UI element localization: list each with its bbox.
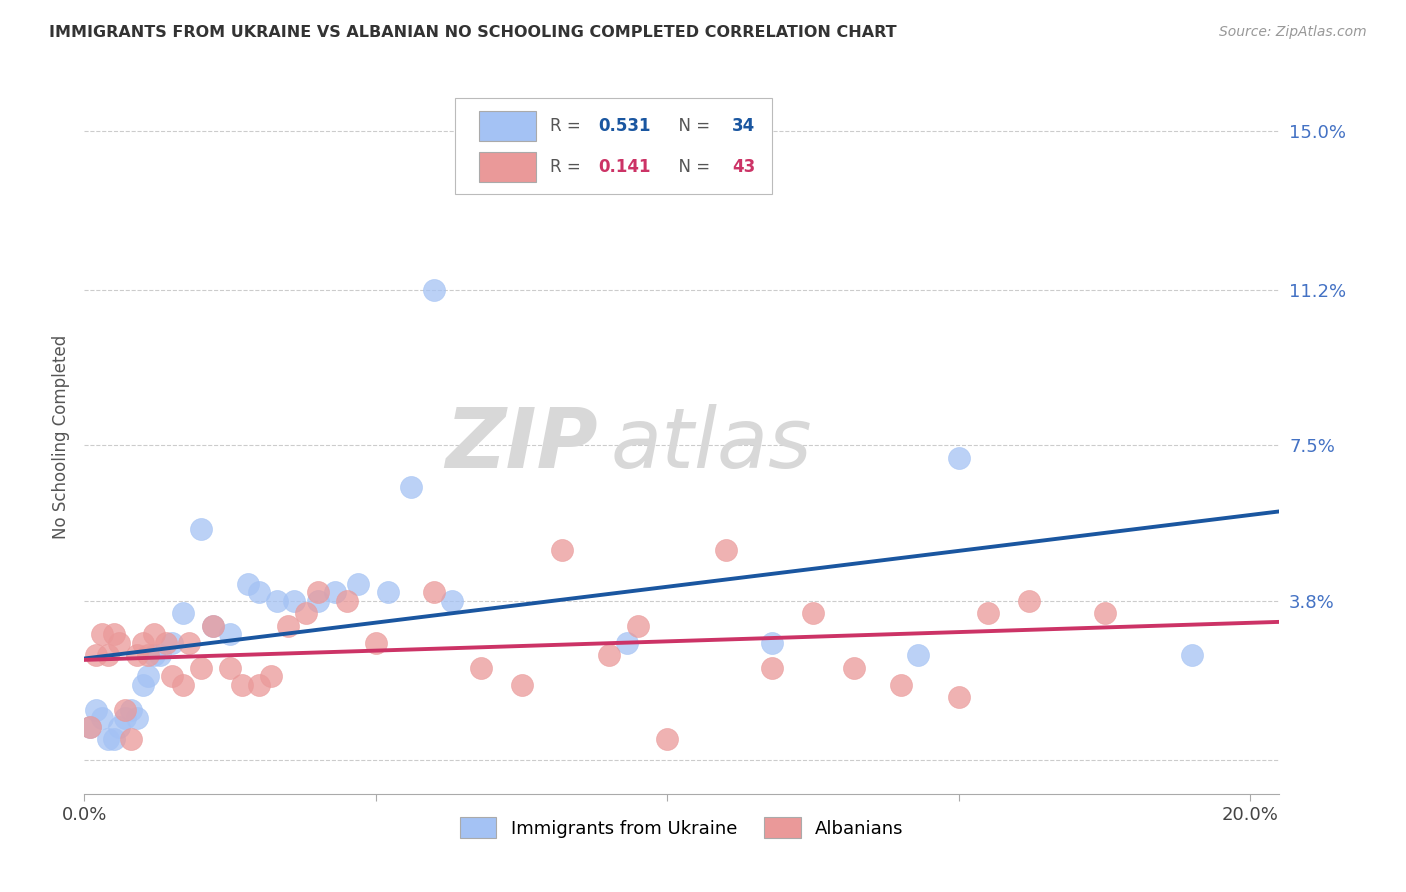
Point bbox=[90, 711, 112, 725]
Point bbox=[1181, 648, 1204, 663]
Point bbox=[761, 661, 783, 675]
Point bbox=[948, 451, 970, 466]
Text: atlas: atlas bbox=[610, 404, 811, 484]
Point bbox=[90, 627, 112, 641]
Point bbox=[283, 594, 305, 608]
Point bbox=[423, 585, 446, 599]
Point bbox=[440, 594, 463, 608]
Point bbox=[1094, 607, 1116, 621]
Point bbox=[79, 720, 101, 734]
Point bbox=[247, 678, 270, 692]
Point bbox=[108, 636, 131, 650]
Point bbox=[277, 619, 299, 633]
Point bbox=[260, 669, 283, 683]
Point bbox=[364, 636, 387, 650]
Point bbox=[889, 678, 911, 692]
Point bbox=[108, 720, 131, 734]
Text: 43: 43 bbox=[733, 158, 755, 176]
Text: N =: N = bbox=[668, 117, 714, 135]
Point bbox=[323, 585, 346, 599]
Point bbox=[131, 636, 153, 650]
Point bbox=[236, 577, 259, 591]
Point bbox=[79, 720, 101, 734]
Point bbox=[761, 636, 783, 650]
Point bbox=[201, 619, 224, 633]
Point bbox=[103, 732, 125, 747]
Text: IMMIGRANTS FROM UKRAINE VS ALBANIAN NO SCHOOLING COMPLETED CORRELATION CHART: IMMIGRANTS FROM UKRAINE VS ALBANIAN NO S… bbox=[49, 25, 897, 40]
Point bbox=[149, 648, 172, 663]
Point bbox=[266, 594, 288, 608]
Text: R =: R = bbox=[551, 117, 586, 135]
Point bbox=[201, 619, 224, 633]
Point bbox=[172, 607, 194, 621]
Text: 0.531: 0.531 bbox=[599, 117, 651, 135]
Point bbox=[714, 543, 737, 558]
Point bbox=[423, 283, 446, 297]
Point bbox=[114, 711, 136, 725]
Point bbox=[143, 627, 166, 641]
Text: 34: 34 bbox=[733, 117, 755, 135]
Point bbox=[219, 661, 242, 675]
Text: ZIP: ZIP bbox=[446, 404, 599, 484]
Bar bbox=[479, 111, 536, 141]
Point bbox=[510, 678, 533, 692]
Point bbox=[551, 543, 574, 558]
Point bbox=[138, 669, 160, 683]
Point bbox=[399, 480, 422, 494]
Point bbox=[801, 607, 824, 621]
Point bbox=[179, 636, 201, 650]
Text: Source: ZipAtlas.com: Source: ZipAtlas.com bbox=[1219, 25, 1367, 39]
Text: N =: N = bbox=[668, 158, 714, 176]
Point bbox=[627, 619, 650, 633]
Point bbox=[190, 661, 212, 675]
Point bbox=[160, 636, 183, 650]
Point bbox=[125, 648, 148, 663]
Point bbox=[138, 648, 160, 663]
Point bbox=[125, 711, 148, 725]
Point bbox=[103, 627, 125, 641]
Point bbox=[336, 594, 359, 608]
Point bbox=[842, 661, 865, 675]
Point bbox=[231, 678, 253, 692]
Point bbox=[84, 648, 107, 663]
Point bbox=[598, 648, 620, 663]
Point bbox=[120, 732, 142, 747]
Point bbox=[120, 703, 142, 717]
Legend: Immigrants from Ukraine, Albanians: Immigrants from Ukraine, Albanians bbox=[453, 810, 911, 846]
Text: 0.141: 0.141 bbox=[599, 158, 651, 176]
Point bbox=[470, 661, 492, 675]
Point bbox=[1018, 594, 1040, 608]
Point bbox=[616, 636, 638, 650]
Point bbox=[155, 636, 177, 650]
Point bbox=[307, 594, 329, 608]
Y-axis label: No Schooling Completed: No Schooling Completed bbox=[52, 335, 70, 539]
Bar bbox=[479, 152, 536, 182]
Point bbox=[347, 577, 370, 591]
Point bbox=[97, 732, 120, 747]
Text: R =: R = bbox=[551, 158, 586, 176]
Point bbox=[247, 585, 270, 599]
Point bbox=[114, 703, 136, 717]
Point bbox=[97, 648, 120, 663]
Point bbox=[377, 585, 399, 599]
Point bbox=[295, 607, 318, 621]
Point bbox=[907, 648, 929, 663]
Point bbox=[143, 648, 166, 663]
Point bbox=[657, 732, 679, 747]
Point bbox=[172, 678, 194, 692]
Point bbox=[131, 678, 153, 692]
Point bbox=[190, 523, 212, 537]
Point bbox=[977, 607, 1000, 621]
FancyBboxPatch shape bbox=[456, 98, 772, 194]
Point bbox=[160, 669, 183, 683]
Point bbox=[219, 627, 242, 641]
Point bbox=[84, 703, 107, 717]
Point bbox=[948, 690, 970, 705]
Point bbox=[307, 585, 329, 599]
